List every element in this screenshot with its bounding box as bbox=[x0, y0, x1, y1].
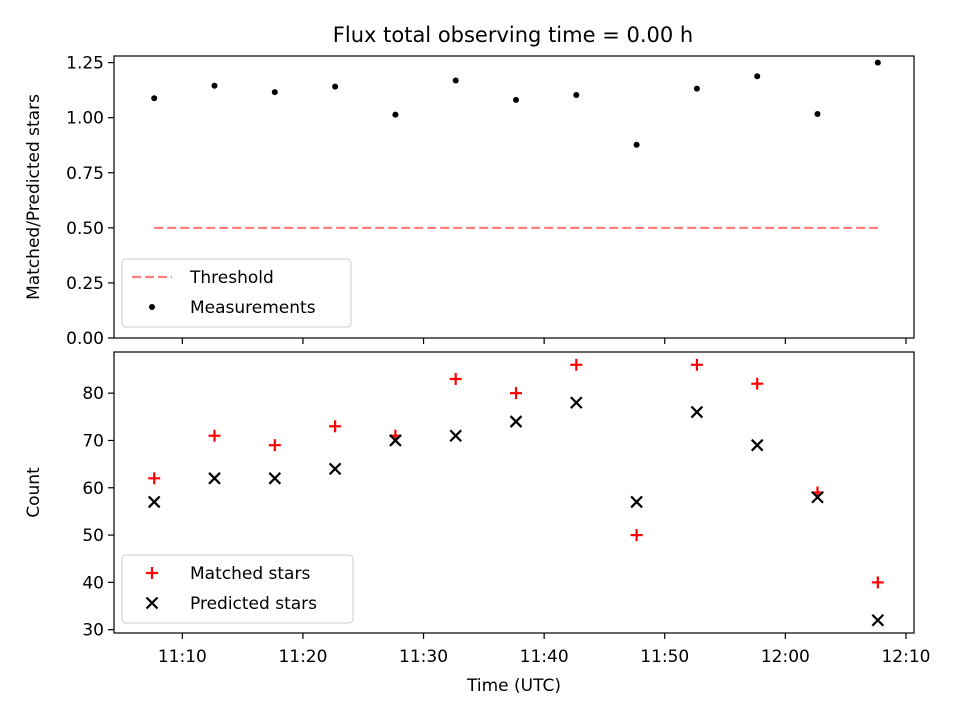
cross-b bbox=[389, 434, 402, 447]
cross-b bbox=[750, 438, 764, 452]
measurement-point bbox=[573, 91, 580, 98]
y-tick-label: 0.50 bbox=[66, 219, 104, 239]
x-tick-label: 11:40 bbox=[520, 647, 569, 667]
matched-star-point bbox=[329, 420, 342, 433]
predicted-star-point bbox=[147, 495, 161, 509]
y-axis-label: Count bbox=[24, 467, 44, 518]
predicted-star-point bbox=[630, 495, 643, 509]
measurement-point bbox=[392, 111, 399, 118]
measurement-point bbox=[271, 89, 278, 96]
predicted-star-point bbox=[811, 490, 824, 504]
matched-star-point bbox=[268, 439, 281, 452]
matched-star-point bbox=[871, 576, 884, 589]
x-tick-label: 12:10 bbox=[881, 647, 930, 667]
x-tick-label: 11:20 bbox=[278, 647, 327, 667]
y-axis-label: Matched/Predicted stars bbox=[24, 94, 44, 300]
legend: Threshold Measurements bbox=[121, 258, 352, 328]
legend-matched-label: Matched stars bbox=[190, 564, 310, 584]
x-tick-label: 11:10 bbox=[158, 647, 207, 667]
cross-b bbox=[509, 415, 523, 428]
measurement-point bbox=[633, 141, 640, 148]
cross-b bbox=[690, 405, 704, 419]
matched-star-point bbox=[148, 472, 161, 485]
figure-title: Flux total observing time = 0.00 h bbox=[333, 23, 693, 47]
predicted-star-point bbox=[449, 429, 462, 443]
y-tick-label: 30 bbox=[82, 621, 104, 641]
measurement-point bbox=[814, 110, 821, 117]
predicted-star-point bbox=[570, 396, 583, 409]
measurement-point bbox=[151, 95, 158, 102]
cross-b bbox=[328, 462, 342, 476]
cross-b bbox=[570, 396, 583, 409]
plot-frame bbox=[113, 351, 915, 634]
legend-threshold-label: Threshold bbox=[189, 268, 274, 288]
cross-b bbox=[208, 472, 221, 485]
legend-box bbox=[121, 554, 354, 624]
matched-star-point bbox=[751, 377, 764, 390]
predicted-star-point bbox=[328, 462, 342, 476]
legend-measurements-swatch bbox=[149, 304, 155, 310]
cross-b bbox=[147, 495, 161, 509]
y-tick-label: 60 bbox=[82, 479, 104, 499]
measurement-point bbox=[874, 59, 881, 66]
matched-star-point bbox=[449, 372, 462, 385]
predicted-star-point bbox=[871, 613, 885, 627]
predicted-star-point bbox=[509, 415, 523, 428]
cross-b bbox=[871, 613, 885, 627]
predicted-star-point bbox=[389, 434, 402, 447]
legend-matched-swatch bbox=[146, 567, 158, 579]
matched-star-point bbox=[690, 358, 703, 371]
measurement-point bbox=[332, 83, 339, 90]
measurement-point bbox=[693, 85, 700, 92]
legend-box bbox=[121, 258, 352, 328]
y-tick-label: 50 bbox=[82, 526, 104, 546]
cross-b bbox=[449, 429, 462, 443]
cross-b bbox=[811, 490, 824, 504]
cross-b bbox=[268, 472, 282, 485]
y-tick-label: 1.25 bbox=[66, 54, 104, 74]
legend-predicted-swatch bbox=[145, 596, 159, 610]
legend-predicted-label: Predicted stars bbox=[190, 594, 317, 614]
star-count-panel: 30 40 50 60 70 80 11:10 11:20 11:30 11:40 11:50 12:… bbox=[24, 351, 930, 696]
legend: Matched stars Predicted stars bbox=[121, 554, 354, 624]
x-tick-label: 11:30 bbox=[399, 647, 448, 667]
matched-star-point bbox=[208, 429, 221, 442]
y-tick-label: 0.25 bbox=[66, 274, 104, 294]
cross-b bbox=[630, 495, 643, 509]
x-axis-label: Time (UTC) bbox=[466, 676, 561, 696]
matched-star-point bbox=[510, 387, 523, 400]
y-tick-label: 80 bbox=[82, 384, 104, 404]
matched-star-point bbox=[570, 358, 583, 371]
measurement-point bbox=[513, 96, 520, 103]
x-tick-label: 11:50 bbox=[640, 647, 689, 667]
y-tick-label: 0.00 bbox=[66, 329, 104, 349]
legend-measurements-label: Measurements bbox=[190, 298, 316, 318]
y-tick-label: 70 bbox=[82, 431, 104, 451]
matched-star-point bbox=[630, 529, 643, 542]
plot-frame bbox=[113, 55, 915, 339]
predicted-star-point bbox=[208, 472, 221, 485]
predicted-star-point bbox=[750, 438, 764, 452]
x-tick-label: 12:00 bbox=[761, 647, 810, 667]
measurement-point bbox=[754, 73, 761, 80]
predicted-star-point bbox=[268, 472, 282, 485]
cross-b bbox=[145, 596, 159, 610]
y-tick-label: 0.75 bbox=[66, 164, 104, 184]
measurement-point bbox=[211, 82, 218, 89]
measurement-point bbox=[452, 77, 459, 84]
y-tick-label: 1.00 bbox=[66, 109, 104, 129]
flux-ratio-panel: 0.00 0.25 0.50 0.75 1.00 1.25 Matched/Predicte… bbox=[24, 54, 915, 349]
predicted-star-point bbox=[690, 405, 704, 419]
y-tick-label: 40 bbox=[82, 573, 104, 593]
